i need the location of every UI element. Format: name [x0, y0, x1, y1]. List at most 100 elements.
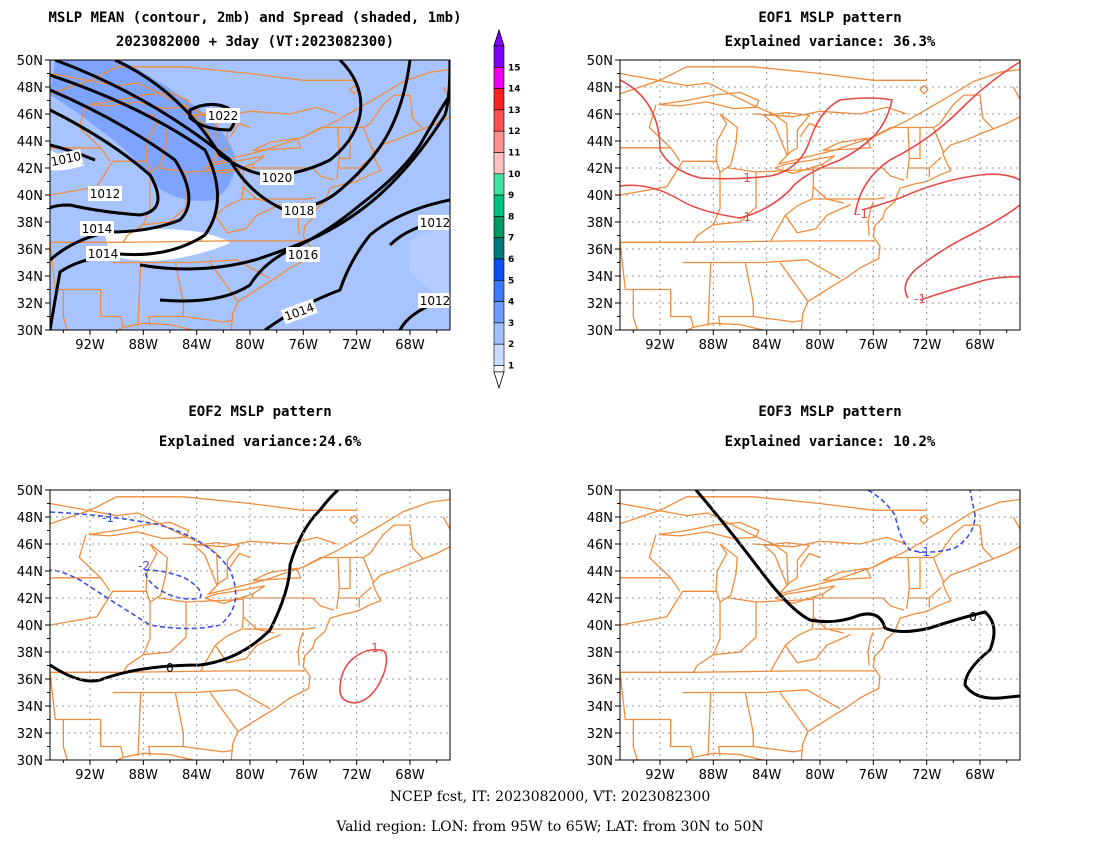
lon-label: 88W [129, 338, 159, 353]
lat-label: 44N [587, 565, 613, 580]
geo-boundary [755, 598, 814, 646]
lon-label: 76W [289, 338, 319, 353]
geo-boundary [229, 122, 251, 138]
lat-label: 30N [17, 324, 43, 339]
geo-boundary [50, 616, 97, 626]
geo-boundary [713, 172, 757, 226]
geo-boundary [62, 719, 68, 760]
geo-boundary [339, 557, 351, 590]
lat-label: 38N [17, 216, 43, 231]
geo-boundary [770, 644, 786, 672]
geo-boundary [620, 672, 671, 721]
lat-label: 38N [587, 216, 613, 231]
panel4-contours [694, 490, 1020, 700]
eof1-contour-east [861, 173, 1020, 211]
label-1014a: 1014 [80, 221, 114, 236]
colorbar-label: 2 [508, 340, 514, 350]
lat-label: 42N [17, 162, 43, 177]
colorbar-label: 1 [508, 362, 514, 372]
geo-boundary [620, 665, 698, 673]
colorbar-segment [493, 109, 505, 132]
lon-label: 72W [912, 338, 942, 353]
geo-boundary [909, 127, 921, 160]
geo-boundary [620, 186, 667, 196]
colorbar-bottom-arrow [493, 371, 505, 390]
geo-boundary [696, 602, 721, 667]
lat-label: 32N [17, 297, 43, 312]
eof1-contour-se2 [919, 276, 1020, 301]
eof3-contour-zero [694, 490, 1020, 700]
lake-marker [919, 514, 929, 525]
lon-label: 68W [965, 768, 995, 783]
geo-boundary [159, 597, 187, 603]
geo-boundary [204, 585, 266, 605]
lon-label: 88W [699, 338, 729, 353]
panel3-land [50, 496, 450, 760]
geo-boundary [252, 137, 302, 152]
geo-boundary [713, 602, 757, 656]
svg-text:-1: -1 [918, 545, 930, 559]
lon-label: 92W [75, 768, 105, 783]
svg-text:1020: 1020 [262, 171, 293, 185]
colorbar-segment [493, 194, 505, 217]
geo-boundary [873, 498, 1020, 568]
colorbar-label: 3 [508, 319, 514, 329]
panel2-subtitle: Explained variance: 36.3% [724, 34, 936, 50]
geo-boundary [62, 289, 68, 330]
lon-label: 72W [342, 338, 372, 353]
geo-boundary [813, 597, 905, 611]
geo-boundary [779, 262, 809, 302]
panel2-land [620, 66, 1020, 330]
colorbar-segment [493, 45, 505, 68]
colorbar-segment [493, 258, 505, 281]
geo-boundary [50, 502, 424, 596]
lon-label: 80W [805, 338, 835, 353]
svg-text:1014: 1014 [82, 222, 113, 236]
lon-label: 80W [805, 768, 835, 783]
panel3-subtitle: Explained variance:24.6% [158, 434, 362, 450]
lon-label: 76W [859, 768, 889, 783]
lat-label: 36N [587, 673, 613, 688]
geo-boundary [690, 670, 875, 673]
geo-boundary [717, 262, 754, 326]
geo-boundary [770, 214, 786, 242]
lat-label: 48N [587, 81, 613, 96]
panel2-contour-labels: -1 -1 -1 -1 [739, 171, 926, 306]
geo-boundary [993, 86, 1020, 130]
geo-boundary [686, 322, 764, 330]
lat-label: 50N [17, 54, 43, 69]
geo-boundary [200, 644, 216, 672]
geo-boundary [183, 745, 232, 753]
spread-shading-white [105, 229, 230, 261]
geo-boundary [658, 521, 760, 540]
geo-boundary [243, 627, 316, 630]
lat-label: 40N [17, 189, 43, 204]
geo-boundary [813, 197, 886, 200]
colorbar-segment [493, 301, 505, 324]
geo-boundary [78, 534, 111, 592]
geo-boundary [126, 602, 151, 667]
geo-boundary [755, 168, 814, 216]
svg-text:1014: 1014 [88, 247, 119, 261]
lat-label: 30N [17, 754, 43, 769]
geo-boundary [339, 156, 372, 169]
svg-text:1016: 1016 [288, 248, 319, 262]
lat-label: 36N [587, 243, 613, 258]
geo-boundary [620, 72, 994, 166]
lat-label: 46N [17, 108, 43, 123]
panel1-title: MSLP MEAN (contour, 2mb) and Spread (sha… [48, 10, 462, 26]
geo-boundary [620, 235, 698, 243]
panel2-title: EOF1 MSLP pattern [758, 10, 902, 26]
geo-boundary [620, 502, 994, 596]
colorbar-segment [493, 365, 505, 373]
geo-boundary [690, 240, 875, 243]
lat-label: 42N [587, 162, 613, 177]
geo-boundary [799, 122, 821, 138]
eof3-contour-neg1 [867, 490, 976, 553]
lake-marker [919, 84, 929, 95]
lon-label: 68W [395, 338, 425, 353]
lon-label: 88W [129, 768, 159, 783]
geo-boundary [822, 567, 872, 582]
lat-label: 38N [587, 646, 613, 661]
eof1-contour-west [620, 79, 893, 219]
